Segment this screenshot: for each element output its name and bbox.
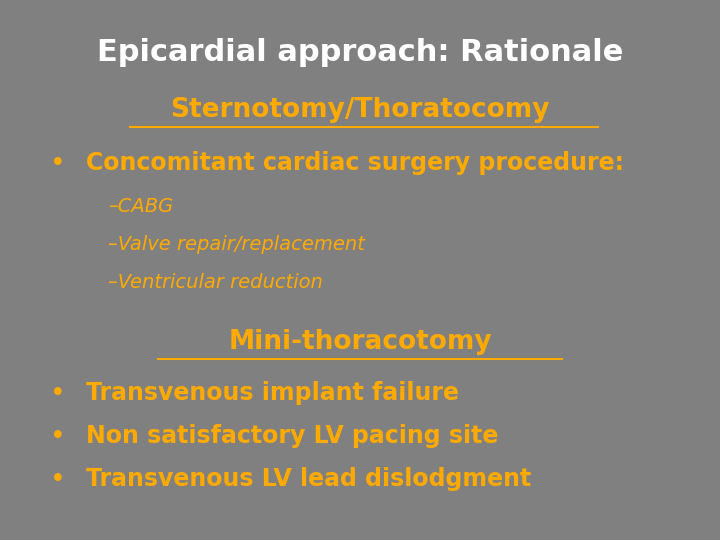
Text: •: • xyxy=(50,467,66,493)
Text: •: • xyxy=(50,424,66,450)
Text: Epicardial approach: Rationale: Epicardial approach: Rationale xyxy=(96,38,624,67)
Text: Mini-thoracotomy: Mini-thoracotomy xyxy=(228,329,492,355)
Text: Concomitant cardiac surgery procedure:: Concomitant cardiac surgery procedure: xyxy=(86,151,624,175)
Text: Transvenous implant failure: Transvenous implant failure xyxy=(86,381,459,404)
Text: Non satisfactory LV pacing site: Non satisfactory LV pacing site xyxy=(86,424,499,448)
Text: –Ventricular reduction: –Ventricular reduction xyxy=(108,273,323,292)
Text: •: • xyxy=(50,381,66,407)
Text: Transvenous LV lead dislodgment: Transvenous LV lead dislodgment xyxy=(86,467,531,491)
Text: •: • xyxy=(50,151,66,177)
Text: –CABG: –CABG xyxy=(108,197,174,216)
Text: Sternotomy/Thoratocomy: Sternotomy/Thoratocomy xyxy=(170,97,550,123)
Text: –Valve repair/replacement: –Valve repair/replacement xyxy=(108,235,365,254)
